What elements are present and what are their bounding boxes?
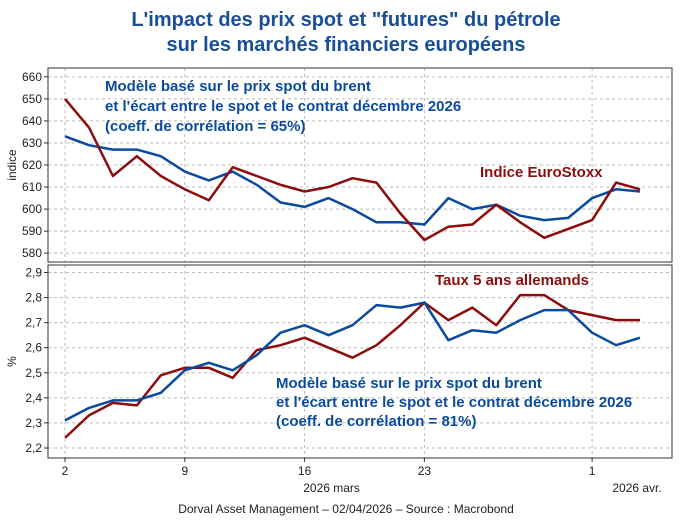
y-tick-label: 2,2 [25,441,42,455]
y-tick-label: 590 [22,224,42,238]
series-label: (coeff. de corrélation = 65%) [105,118,305,135]
chart-title: L'impact des prix spot et "futures" du p… [131,9,560,31]
y-tick-label: 2,4 [25,391,42,405]
y-tick-label: 660 [22,70,42,84]
y-tick-label: 2,7 [25,316,42,330]
x-tick-label: 16 [298,464,312,478]
y-axis-title: % [5,356,19,367]
y-tick-label: 2,5 [25,366,42,380]
series-label: Indice EuroStoxx [480,164,603,181]
series-label: Modèle basé sur le prix spot du brent [105,78,371,95]
y-tick-label: 2,3 [25,416,42,430]
y-tick-label: 650 [22,92,42,106]
y-axis-title: indice [5,149,19,181]
y-tick-label: 630 [22,136,42,150]
series-line [64,301,641,422]
series-line [64,135,641,226]
chart-title: sur les marchés financiers européens [166,34,525,56]
y-tick-label: 620 [22,158,42,172]
y-tick-label: 600 [22,202,42,216]
series-label: Modèle basé sur le prix spot du brent [276,375,542,392]
source: Dorval Asset Management – 02/04/2026 – S… [178,502,514,516]
y-tick-label: 640 [22,114,42,128]
series-label: et l'écart entre le spot et le contrat d… [105,98,461,115]
x-tick-label: 23 [418,464,432,478]
y-tick-label: 2,6 [25,341,42,355]
y-tick-label: 2,8 [25,291,42,305]
x-tick-label: 9 [181,464,188,478]
x-month-label: 2026 avr. [612,481,661,495]
plot-frame [47,264,673,459]
series-line [64,98,641,242]
x-tick-label: 2 [62,464,69,478]
series-line [64,293,640,439]
series-label: et l'écart entre le spot et le contrat d… [276,394,632,411]
x-month-label: 2026 mars [303,481,360,495]
series-label: Taux 5 ans allemands [435,272,589,289]
series-label: (coeff. de corrélation = 81%) [276,413,476,430]
y-tick-label: 610 [22,180,42,194]
y-tick-label: 580 [22,246,42,260]
x-tick-label: 1 [589,464,596,478]
plot-frame [47,67,673,263]
y-tick-label: 2,9 [25,266,42,280]
